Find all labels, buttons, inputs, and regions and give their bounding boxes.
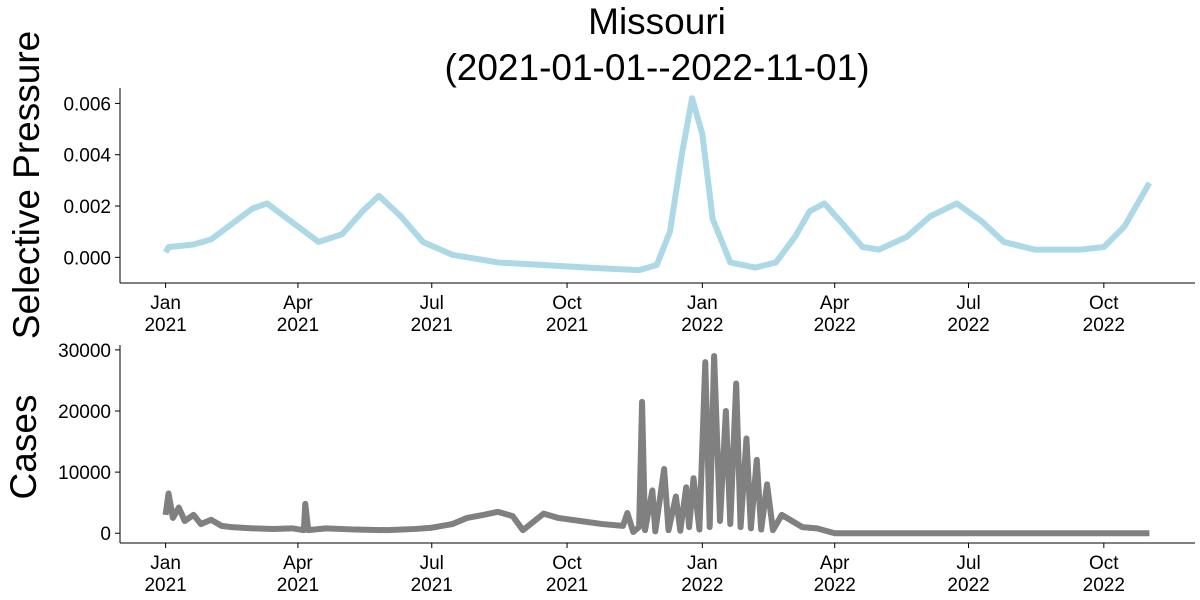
- x-tick-label: Jan 2021: [144, 553, 186, 596]
- y-tick-label: 0.002: [63, 197, 111, 218]
- x-tick-label: Jul 2021: [411, 553, 453, 596]
- x-tick-label: Jan 2022: [681, 293, 723, 336]
- y-tick-label: 20000: [58, 402, 111, 423]
- y-axis-label: Selective Pressure: [6, 31, 47, 339]
- y-axis-label: Cases: [3, 395, 44, 500]
- y-tick-label: 30000: [58, 341, 111, 362]
- y-tick-label: 0.006: [63, 94, 111, 115]
- x-tick-label: Jul 2022: [947, 293, 989, 336]
- x-tick-label: Oct 2022: [1083, 553, 1125, 596]
- x-tick-label: Apr 2022: [814, 553, 856, 596]
- y-tick-label: 10000: [58, 463, 111, 484]
- y-tick-label: 0: [100, 524, 111, 545]
- x-tick-label: Oct 2021: [546, 293, 588, 336]
- chart-subtitle: (2021-01-01--2022-11-01): [444, 47, 869, 88]
- x-tick-label: Apr 2021: [277, 293, 319, 336]
- data-line: [162, 353, 1150, 537]
- x-tick-label: Apr 2022: [814, 293, 856, 336]
- y-tick-label: 0.004: [63, 146, 111, 167]
- y-tick-label: 0.000: [63, 248, 111, 269]
- x-tick-label: Jul 2021: [411, 293, 453, 336]
- chart-title: Missouri: [588, 1, 726, 42]
- x-tick-label: Oct 2021: [546, 553, 588, 596]
- x-tick-label: Jul 2022: [947, 553, 989, 596]
- x-tick-label: Oct 2022: [1083, 293, 1125, 336]
- x-tick-label: Jan 2021: [144, 293, 186, 336]
- x-tick-label: Jan 2022: [681, 553, 723, 596]
- data-line: [162, 95, 1153, 274]
- x-tick-label: Apr 2021: [277, 553, 319, 596]
